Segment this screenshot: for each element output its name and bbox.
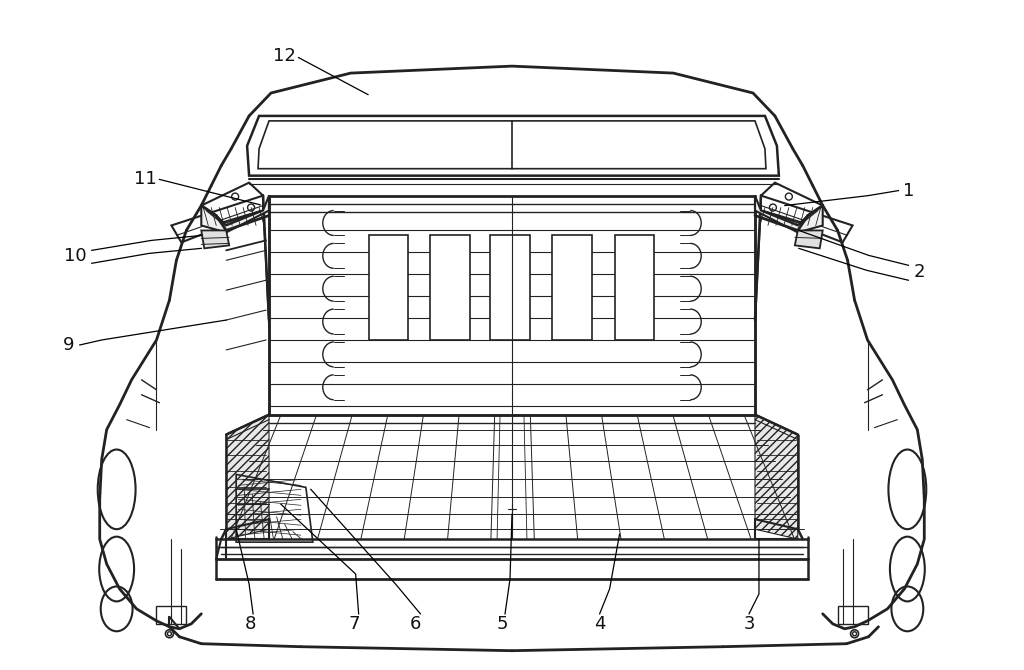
Bar xyxy=(369,235,409,340)
Polygon shape xyxy=(226,415,269,539)
Bar xyxy=(838,606,867,624)
Circle shape xyxy=(168,632,171,636)
Polygon shape xyxy=(755,415,798,539)
Polygon shape xyxy=(202,196,269,232)
Text: 1: 1 xyxy=(903,182,914,200)
Bar xyxy=(157,606,186,624)
Text: 8: 8 xyxy=(245,615,256,632)
Text: 10: 10 xyxy=(65,247,87,265)
Text: 2: 2 xyxy=(913,263,925,281)
Text: 4: 4 xyxy=(594,615,605,632)
Circle shape xyxy=(853,632,856,636)
Text: 6: 6 xyxy=(410,615,421,632)
Text: 3: 3 xyxy=(743,615,755,632)
Text: 9: 9 xyxy=(63,336,75,354)
Bar xyxy=(614,235,654,340)
Bar xyxy=(490,235,530,340)
Text: 7: 7 xyxy=(349,615,360,632)
Text: 11: 11 xyxy=(134,170,157,188)
Text: 5: 5 xyxy=(497,615,508,632)
Polygon shape xyxy=(755,196,822,232)
Bar xyxy=(430,235,470,340)
Polygon shape xyxy=(795,230,822,249)
Bar xyxy=(552,235,592,340)
Polygon shape xyxy=(202,230,229,249)
Text: 12: 12 xyxy=(273,47,296,65)
